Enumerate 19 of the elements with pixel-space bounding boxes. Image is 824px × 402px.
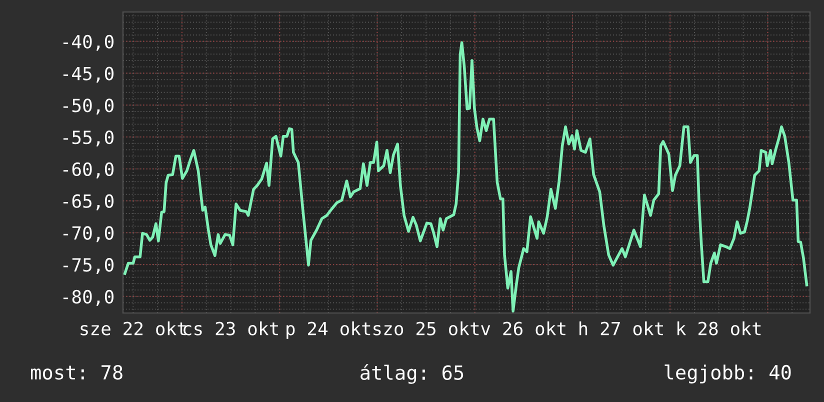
y-tick-label: -55,0 [63,130,114,146]
y-tick-label: -45,0 [63,66,114,83]
text: átlag: 65 [360,364,464,384]
x-tick-label: cs 23 okt [184,321,278,336]
y-tick-label: -50,0 [63,98,114,115]
x-tick-label: v 26 okt [481,321,566,336]
y-tick-label: -75,0 [63,258,114,274]
x-tick-label: h 27 okt [580,321,663,336]
text: most: 78 [31,364,122,380]
y-tick-label: -65,0 [63,194,114,210]
x-tick-label: p 24 okt [286,321,370,339]
y-tick-label: -70,0 [63,226,114,242]
y-tick-label: -40,0 [63,34,114,51]
x-tick-label: k 28 okt [677,321,761,336]
x-tick-label: szo 25 okt [374,321,479,336]
x-tick-label: sze 22 okt [80,321,186,336]
y-tick-label: -80,0 [63,290,114,306]
text: legjobb: 40 [664,364,791,384]
y-tick-label: -60,0 [63,162,114,178]
